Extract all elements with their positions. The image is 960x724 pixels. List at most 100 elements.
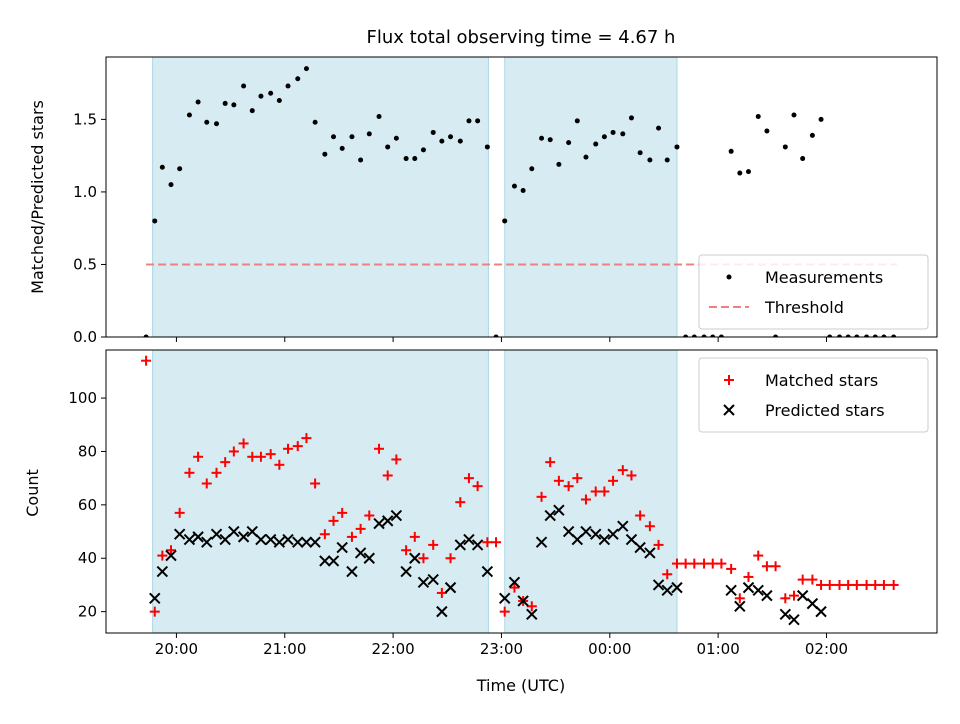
matched-stars-point (824, 579, 835, 590)
matched-stars-point (716, 558, 727, 569)
y-tick-label: 100 (68, 389, 97, 407)
matched-stars-point (761, 561, 772, 572)
measurement-point (637, 150, 643, 156)
predicted-stars-point (671, 581, 683, 594)
predicted-stars-point (427, 573, 439, 586)
matched-stars-point (608, 475, 619, 486)
matched-stars-point (409, 531, 420, 542)
measurement-point (845, 334, 851, 337)
measurement-point (782, 144, 788, 150)
measurement-point (366, 131, 372, 137)
matched-stars-point (211, 467, 222, 478)
measurement-point (556, 161, 562, 167)
measurement-point (457, 138, 463, 144)
measurement-point (339, 145, 345, 151)
predicted-stars-point (300, 536, 313, 548)
measurement-point (195, 99, 201, 105)
matched-stars-point (391, 454, 402, 465)
predicted-stars-point (210, 528, 223, 540)
matched-stars-point (274, 459, 285, 470)
matched-stars-point (707, 558, 718, 569)
measurement-point (393, 135, 399, 141)
matched-stars-point (843, 579, 854, 590)
legend-marker (723, 404, 735, 416)
predicted-stars-point (255, 533, 267, 546)
matched-stars-point (283, 443, 294, 454)
predicted-stars-point (806, 597, 819, 610)
measurement-point (610, 129, 616, 135)
legend: Measurements Threshold (698, 254, 929, 330)
predicted-stars-point (471, 539, 484, 551)
predicted-stars-point (363, 552, 375, 564)
axes-frame (105, 56, 938, 338)
matched-stars-point (328, 515, 339, 526)
predicted-stars-point (327, 555, 340, 567)
legend-label: Matched stars (765, 371, 878, 390)
predicted-stars-point (381, 515, 394, 527)
predicted-stars-point (183, 533, 196, 546)
measurement-point (186, 112, 192, 118)
matched-stars-point (878, 579, 889, 590)
matched-stars-point (418, 553, 429, 564)
predicted-stars-point (725, 584, 737, 596)
measurement-point (710, 334, 716, 337)
measurement-point (312, 119, 318, 125)
top-panel: 0.0 0.5 1.0 1.5 Measurements Threshold (73, 56, 938, 346)
matched-stars-point (526, 601, 537, 612)
measurement-point (358, 157, 364, 163)
measurement-point (430, 129, 436, 135)
measurement-point (268, 90, 274, 96)
matched-stars-point (509, 582, 520, 593)
predicted-stars-point (354, 547, 367, 559)
measurement-point (258, 93, 264, 99)
predicted-stars-point (625, 533, 638, 546)
predicted-stars-point (742, 581, 755, 594)
measurement-point (872, 334, 878, 337)
predicted-stars-point (219, 533, 231, 546)
measurement-point (168, 182, 174, 188)
predicted-stars-point (192, 531, 204, 543)
matched-stars-point (671, 558, 682, 569)
matched-stars-point (346, 531, 357, 542)
predicted-stars-point (373, 517, 385, 530)
x-tick-label: 00:00 (588, 640, 631, 658)
measurement-point (836, 334, 842, 337)
matched-stars-point (499, 606, 510, 617)
predicted-stars-point (617, 520, 629, 532)
predicted-stars-point (508, 576, 521, 588)
matched-stars-point (743, 571, 754, 582)
measurement-point (484, 144, 490, 150)
measurement-point (827, 334, 833, 337)
measurement-point (403, 156, 409, 162)
measurement-point (241, 83, 247, 89)
matched-stars-point (770, 561, 781, 572)
matched-stars-point (797, 574, 808, 585)
top-y-axis-label: Matched/Predicted stars (28, 100, 47, 294)
matched-stars-point (635, 510, 646, 521)
measurement-point (303, 66, 309, 72)
measurement-point (593, 141, 599, 147)
predicted-stars-point (156, 565, 169, 578)
matched-stars-point (563, 481, 574, 492)
bottom-panel: 20 40 60 80 100 20:00 21:00 22:00 23:00 00:00 01:0… (68, 349, 938, 658)
matched-stars-point (734, 593, 745, 604)
matched-stars-point (834, 579, 845, 590)
predicted-stars-point (237, 531, 250, 543)
matched-stars-point (337, 507, 348, 518)
measurement-point (737, 170, 743, 176)
matched-stars-point (780, 593, 791, 604)
x-tick-label: 01:00 (697, 640, 740, 658)
matched-stars-point (680, 558, 691, 569)
shaded-span (504, 57, 677, 337)
matched-stars-point (491, 537, 502, 548)
legend-label: Predicted stars (765, 401, 885, 420)
predicted-stars-point (454, 539, 466, 551)
measurement-point (881, 334, 887, 337)
matched-stars-point (861, 579, 872, 590)
matched-stars-point (445, 553, 456, 564)
matched-stars-point (662, 569, 673, 580)
measurement-point (539, 135, 545, 141)
predicted-stars-point (481, 565, 494, 578)
predicted-stars-point (517, 595, 529, 607)
measurement-point (728, 148, 734, 154)
